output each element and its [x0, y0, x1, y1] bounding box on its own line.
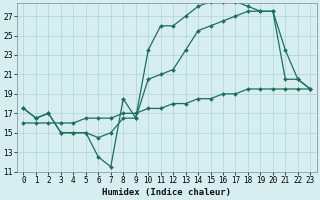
X-axis label: Humidex (Indice chaleur): Humidex (Indice chaleur): [102, 188, 231, 197]
